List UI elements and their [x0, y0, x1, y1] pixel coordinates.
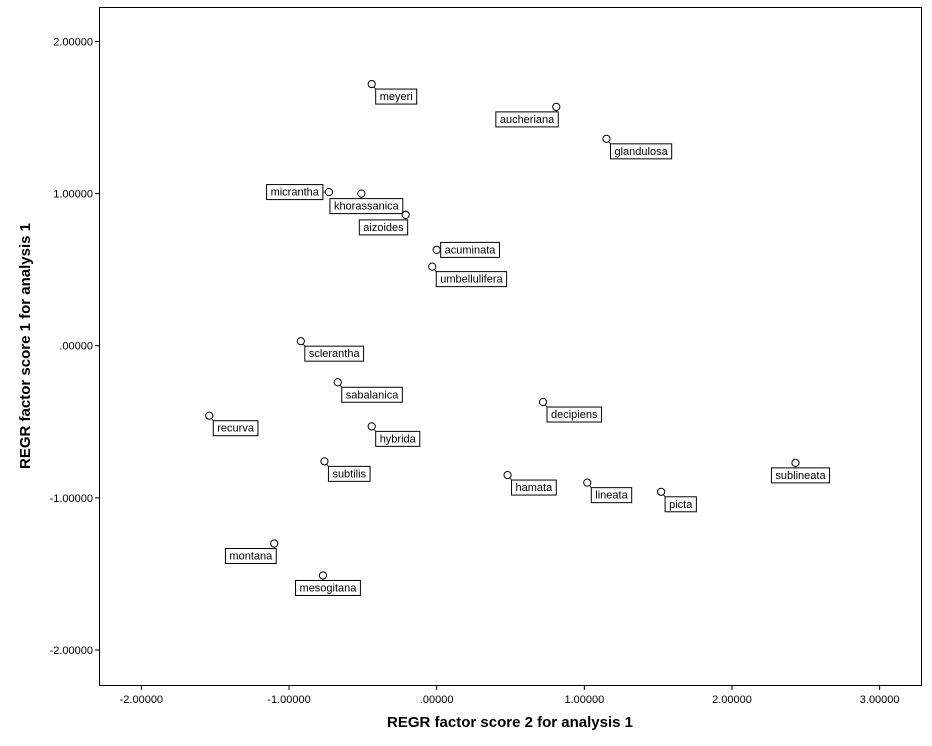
y-tick-label: .00000 — [59, 341, 93, 353]
label-box — [435, 271, 508, 288]
x-tick-label: -2.00000 — [120, 694, 163, 706]
point-marker — [602, 134, 611, 143]
point-label: hybrida — [380, 433, 417, 445]
point-marker — [324, 187, 333, 197]
label-box — [295, 579, 361, 596]
x-tick-label: 1.00000 — [564, 694, 604, 706]
label-box — [327, 465, 371, 482]
point-khorassanica: khorassanica — [329, 189, 404, 215]
point-subtilis: subtilis — [320, 457, 371, 482]
point-marker — [428, 262, 437, 271]
point-label: meyeri — [380, 91, 413, 103]
point-acuminata: acuminata — [432, 241, 500, 258]
point-marker — [791, 458, 800, 467]
label-box — [212, 420, 259, 437]
label-box — [329, 198, 404, 215]
point-label: sclerantha — [309, 348, 361, 360]
point-label: micrantha — [271, 187, 320, 199]
x-tick-label: -1.00000 — [267, 694, 310, 706]
x-tick-label: 3.00000 — [860, 694, 900, 706]
label-box — [341, 386, 403, 403]
y-tick-label: -2.00000 — [50, 645, 93, 657]
point-label: aizoides — [363, 222, 404, 234]
x-tick-label: 2.00000 — [712, 694, 752, 706]
point-marker — [432, 245, 441, 254]
point-umbellulifera: umbellulifera — [428, 262, 508, 288]
point-marker — [367, 422, 376, 431]
point-label: picta — [669, 499, 693, 511]
point-label: glandulosa — [614, 146, 668, 158]
point-marker — [296, 337, 305, 346]
point-marker — [357, 189, 366, 198]
point-hybrida: hybrida — [367, 422, 421, 447]
point-marker — [538, 397, 548, 407]
point-label: recurva — [217, 423, 255, 435]
x-axis: -2.00000 -1.00000 .00000 1.00000 2.00000 3.00… — [120, 685, 900, 706]
point-mesogitana: mesogitana — [295, 571, 361, 596]
point-label: montana — [229, 551, 273, 563]
plot-frame — [99, 7, 922, 686]
label-box — [224, 548, 277, 565]
point-hamata: hamata — [503, 470, 557, 496]
point-label: aucheriana — [500, 114, 555, 126]
point-marker — [318, 571, 328, 580]
point-sclerantha: sclerantha — [296, 337, 365, 362]
point-glandulosa: glandulosa — [602, 134, 673, 160]
point-label: mesogitana — [300, 582, 358, 594]
point-decipiens: decipiens — [538, 397, 602, 423]
point-label: hamata — [516, 482, 554, 494]
label-box — [375, 88, 418, 105]
point-marker — [270, 539, 279, 548]
label-box — [609, 143, 673, 160]
point-lineata: lineata — [583, 478, 633, 504]
point-sabalanica: sabalanica — [333, 378, 403, 403]
point-marker — [205, 411, 214, 420]
y-tick-label: -1.00000 — [50, 493, 93, 505]
label-box — [770, 467, 831, 484]
point-marker — [333, 378, 342, 387]
point-label: lineata — [595, 490, 628, 502]
data-points: meyeri aucheriana glandulosa micrantha khora… — [205, 79, 831, 596]
point-picta: picta — [657, 487, 697, 513]
y-axis-title: REGR factor score 1 for analysis 1 — [17, 223, 34, 469]
point-marker — [552, 102, 561, 111]
point-label: khorassanica — [334, 201, 400, 213]
label-box — [664, 496, 697, 513]
point-sublineata: sublineata — [770, 458, 831, 484]
label-box — [511, 479, 557, 496]
point-label: umbellulifera — [440, 274, 503, 286]
point-label: subtilis — [332, 468, 366, 480]
x-axis-title: REGR factor score 2 for analysis 1 — [387, 714, 633, 731]
y-tick-label: 1.00000 — [53, 189, 93, 201]
point-marker — [401, 210, 410, 220]
point-marker — [320, 457, 329, 466]
point-label: sabalanica — [346, 389, 399, 401]
y-tick-label: 2.00000 — [53, 36, 93, 48]
point-aizoides: aizoides — [358, 210, 410, 236]
label-box — [375, 430, 421, 447]
label-box — [304, 345, 365, 362]
point-label: decipiens — [551, 409, 598, 421]
label-box — [358, 219, 409, 236]
point-micrantha: micrantha — [266, 184, 333, 201]
y-axis: -2.00000 -1.00000 .00000 1.00000 2.00000 — [50, 36, 100, 657]
point-meyeri: meyeri — [367, 79, 418, 105]
point-marker — [583, 478, 592, 487]
point-marker — [657, 487, 666, 496]
x-tick-label: .00000 — [420, 694, 454, 706]
point-label: sublineata — [775, 470, 826, 482]
label-box — [546, 406, 602, 423]
point-label: acuminata — [445, 244, 497, 256]
label-box — [590, 487, 633, 504]
point-marker — [503, 470, 512, 480]
point-montana: montana — [224, 539, 279, 565]
point-aucheriana: aucheriana — [495, 102, 561, 128]
point-recurva: recurva — [205, 411, 259, 437]
point-marker — [367, 79, 376, 89]
label-box — [495, 111, 559, 128]
